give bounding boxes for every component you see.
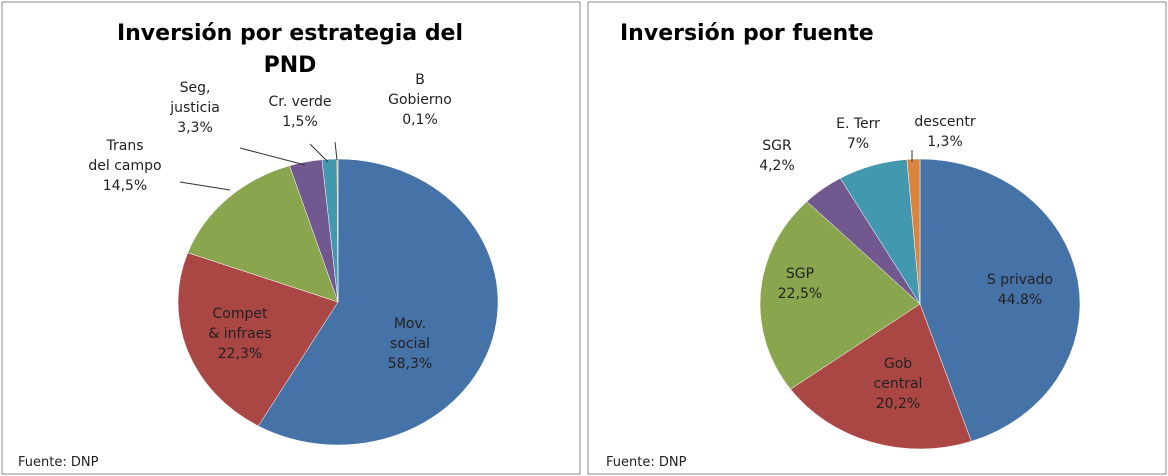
pie-slice [187,165,339,303]
slice-label: Seg, justicia [169,80,220,116]
chart-title: Inversión por estrategia del PND [117,21,463,78]
source-note: Fuente: DNP [606,455,687,470]
slice-value-label: 7% [847,136,869,152]
leader-line [179,181,231,191]
pie-slice [790,303,972,450]
slice-label: SGR [762,138,792,154]
leader-line [309,143,329,163]
slice-value-label: 44.8% [998,292,1042,308]
source-note: Fuente: DNP [18,455,99,470]
slice-value-label: 22,3% [218,346,262,362]
slice-label: B Gobierno [388,72,452,108]
slice-value-label: 1,3% [927,134,963,150]
slice-label: Gob central [874,356,923,392]
slice-value-label: 58,3% [388,356,432,372]
leader-line [334,141,338,161]
leader-line [239,147,306,166]
slice-label: Mov. social [390,316,430,352]
pie-slice [177,252,339,427]
slice-value-label: 14,5% [103,178,147,194]
slice-value-label: 3,3% [177,120,213,136]
slice-label: descentr [914,114,975,130]
pie-slice [906,158,921,305]
slice-label: Compet & infraes [208,306,271,342]
slice-value-label: 20,2% [876,396,920,412]
pie-slice [919,158,1081,442]
slice-label: Cr. verde [268,94,331,110]
chart-title: Inversión por fuente [620,21,874,46]
slice-value-label: 1,5% [282,114,318,130]
slice-label: SGP [786,266,814,282]
slice-label: S privado [987,272,1053,288]
slice-value-label: 4,2% [759,158,795,174]
pie-slice [257,158,499,446]
slice-label: Trans del campo [88,138,161,174]
slice-value-label: 22,5% [778,286,822,302]
slice-value-label: 0,1% [402,112,438,128]
slice-label: E. Terr [836,116,880,132]
pie-slice [759,201,921,390]
